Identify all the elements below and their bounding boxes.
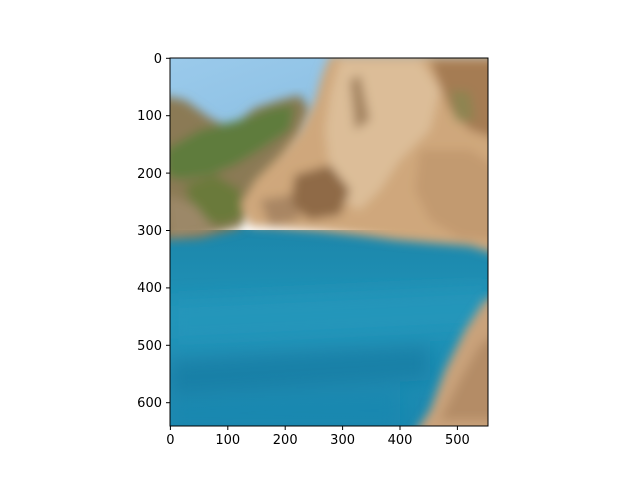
y-tick-label: 200 (137, 167, 162, 182)
y-tick-label: 100 (137, 109, 162, 124)
x-tick-label: 0 (166, 433, 174, 448)
y-tick-labels: 0 100 200 300 400 500 600 (137, 52, 162, 411)
y-axis (166, 57, 170, 404)
axes-frame (169, 57, 489, 427)
x-tick-label: 100 (215, 433, 240, 448)
x-tick-labels: 0 100 200 300 400 500 (166, 433, 470, 448)
y-tick-label: 600 (137, 396, 162, 411)
y-tick-label: 0 (154, 52, 162, 67)
x-tick-label: 500 (445, 433, 470, 448)
x-axis (169, 426, 458, 430)
y-tick-label: 300 (137, 224, 162, 239)
photo-image (170, 58, 488, 426)
y-tick-label: 400 (137, 281, 162, 296)
x-tick-label: 300 (330, 433, 355, 448)
x-tick-label: 200 (273, 433, 298, 448)
y-tick-label: 500 (137, 339, 162, 354)
x-tick-label: 400 (388, 433, 413, 448)
